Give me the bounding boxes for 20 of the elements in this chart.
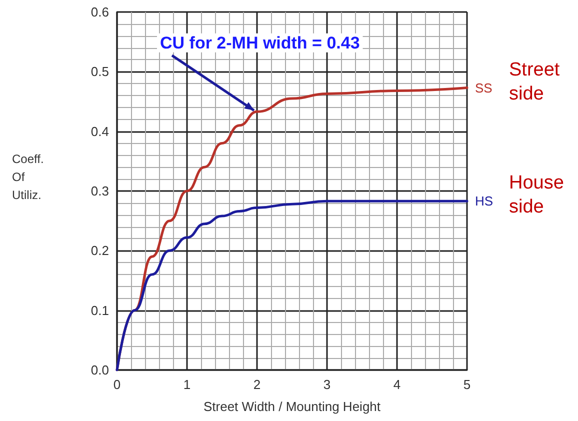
y-tick-label: 0.3: [90, 184, 109, 198]
x-tick-label: 5: [463, 377, 471, 392]
text: House side: [509, 172, 564, 218]
x-tick-label: 0: [113, 377, 121, 392]
annotation: CU for 2-MH width = 0.43: [160, 33, 360, 52]
x-tick-label: 4: [393, 377, 401, 392]
series-label: HS: [475, 194, 494, 209]
x-tick-label: 2: [253, 377, 261, 392]
x-tick-label: 3: [323, 377, 331, 392]
series-label: SS: [475, 80, 493, 96]
y-axis-title: Coeff. Of Utiliz.: [12, 152, 44, 202]
x-axis-title: Street Width / Mounting Height: [203, 399, 381, 414]
y-tick-label: 0.5: [90, 64, 109, 80]
y-tick-label: 0.6: [90, 4, 109, 20]
y-tick-label: 0.0: [90, 362, 109, 378]
y-tick-label: 0.2: [90, 243, 109, 258]
y-tick-label: 0.1: [90, 302, 109, 318]
y-tick-label: 0.4: [90, 124, 109, 139]
text: Street side: [509, 59, 560, 104]
x-tick-label: 1: [183, 377, 191, 392]
